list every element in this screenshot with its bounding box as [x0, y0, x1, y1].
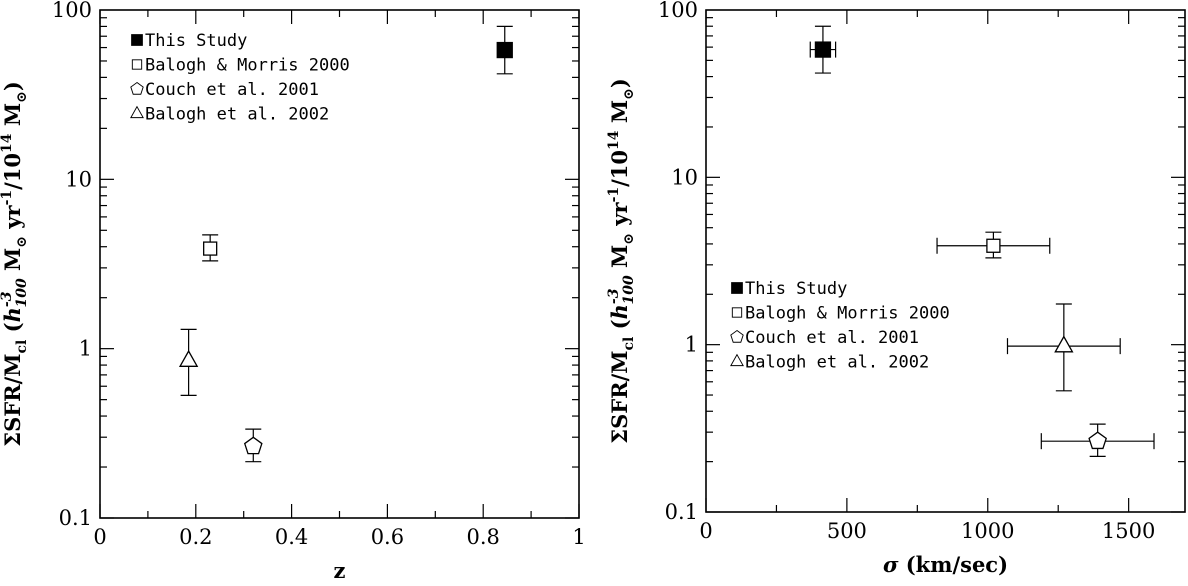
- x-tick-label: 500: [827, 519, 867, 543]
- data-point-filled-square: [814, 41, 832, 58]
- y-tick-label: 0.1: [665, 500, 698, 524]
- x-axis-title: σ (km/sec): [883, 552, 1008, 577]
- y-tick-label: 10: [671, 165, 698, 189]
- y-tick-label: 100: [658, 0, 698, 22]
- legend-label: Couch et al. 2001: [745, 328, 919, 348]
- legend-marker-open-square: [131, 59, 143, 70]
- legend-marker-open-square: [731, 307, 743, 318]
- right-panel-sigma: 0 500 1000 1500 0.1 1 10 100 σ (km/sec) ΣSFR/Mcl …: [606, 0, 1186, 577]
- legend-label: This Study: [745, 279, 847, 299]
- data-point-filled-square: [496, 41, 513, 59]
- legend-marker-filled-square: [131, 34, 143, 46]
- y-tick-label: 100: [52, 0, 92, 22]
- x-tick-label: 1000: [961, 519, 1014, 543]
- legend-marker-open-triangle: [130, 105, 144, 119]
- legend-marker: [130, 81, 144, 95]
- x-axis-title: z: [334, 558, 346, 583]
- legend-marker-open-triangle: [730, 353, 744, 367]
- y-tick-label: 1: [79, 337, 92, 361]
- legend-label: Balogh & Morris 2000: [745, 304, 950, 324]
- legend-marker: [131, 59, 143, 70]
- legend-marker: [130, 105, 144, 119]
- data-point-open-triangle: [1054, 335, 1074, 353]
- data-point-open-pentagon: [1088, 431, 1107, 450]
- left-panel-z: 0 0.2 0.4 0.6 0.8 1 0.1 1 10 100 z ΣSFR/Mcl (h-3100…: [0, 0, 586, 583]
- y-tick-label: 1: [685, 333, 698, 357]
- legend-label: Balogh et al. 2002: [145, 105, 329, 125]
- legend-marker: [731, 307, 743, 318]
- x-tick-label: 1500: [1102, 519, 1155, 543]
- data-point-open-triangle: [178, 349, 199, 367]
- y-axis-title: ΣSFR/Mcl (h-3100 M⊙ yr-1/1014 M⊙): [606, 78, 637, 444]
- legend-marker: [730, 353, 744, 367]
- y-tick-label: 10: [65, 167, 92, 191]
- legend-marker-open-pentagon: [730, 329, 744, 343]
- x-tick-label: 0: [699, 519, 712, 543]
- data-point-open-square: [986, 238, 1001, 253]
- legend-marker-filled-square: [731, 282, 743, 294]
- legend-marker-open-pentagon: [130, 81, 144, 95]
- data-point-open-square: [203, 241, 218, 256]
- legend-marker: [131, 34, 143, 46]
- legend-label: Balogh et al. 2002: [745, 353, 929, 373]
- legend-label: Couch et al. 2001: [145, 80, 319, 100]
- legend-label: Balogh & Morris 2000: [145, 56, 350, 76]
- x-tick-label: 0.8: [466, 525, 499, 549]
- legend-label: This Study: [145, 31, 247, 51]
- x-tick-label: 0.2: [179, 525, 212, 549]
- x-tick-label: 0.4: [275, 525, 308, 549]
- y-tick-label: 0.1: [59, 506, 92, 530]
- data-point-open-pentagon: [243, 436, 263, 455]
- x-tick-label: 1: [572, 525, 585, 549]
- y-axis-title: ΣSFR/Mcl (h-3100 M⊙ yr-1/1014 M⊙): [0, 81, 30, 447]
- plot-frame: [705, 9, 1186, 513]
- legend-marker: [730, 329, 744, 343]
- x-tick-label: 0.6: [371, 525, 404, 549]
- x-tick-label: 0: [93, 525, 106, 549]
- legend-marker: [731, 282, 743, 294]
